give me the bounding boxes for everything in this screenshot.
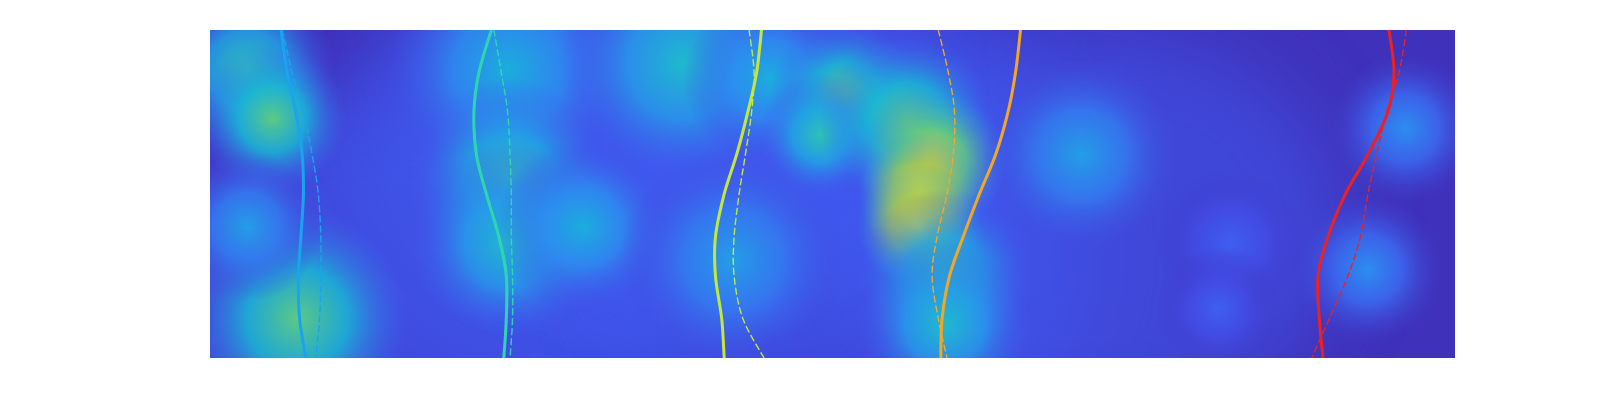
- heatmap-blob: [1293, 194, 1443, 345]
- series-line-solid: [1316, 30, 1396, 358]
- plot-area: [210, 30, 1455, 358]
- series-line-dashed: [1311, 30, 1408, 358]
- heatmap-blob: [210, 152, 323, 302]
- series-line-solid: [279, 30, 308, 358]
- series-line-solid: [472, 30, 509, 358]
- series-line-solid: [939, 30, 1022, 358]
- series-layer: [279, 30, 1408, 358]
- series-line-dashed: [493, 30, 514, 358]
- heatmap-blob: [981, 55, 1182, 255]
- series-line-dashed: [732, 30, 765, 358]
- heatmap-layer: [210, 30, 1455, 358]
- series-line-dashed: [281, 30, 322, 358]
- heatmap-blob: [1156, 246, 1281, 358]
- series-line-dashed: [931, 30, 956, 358]
